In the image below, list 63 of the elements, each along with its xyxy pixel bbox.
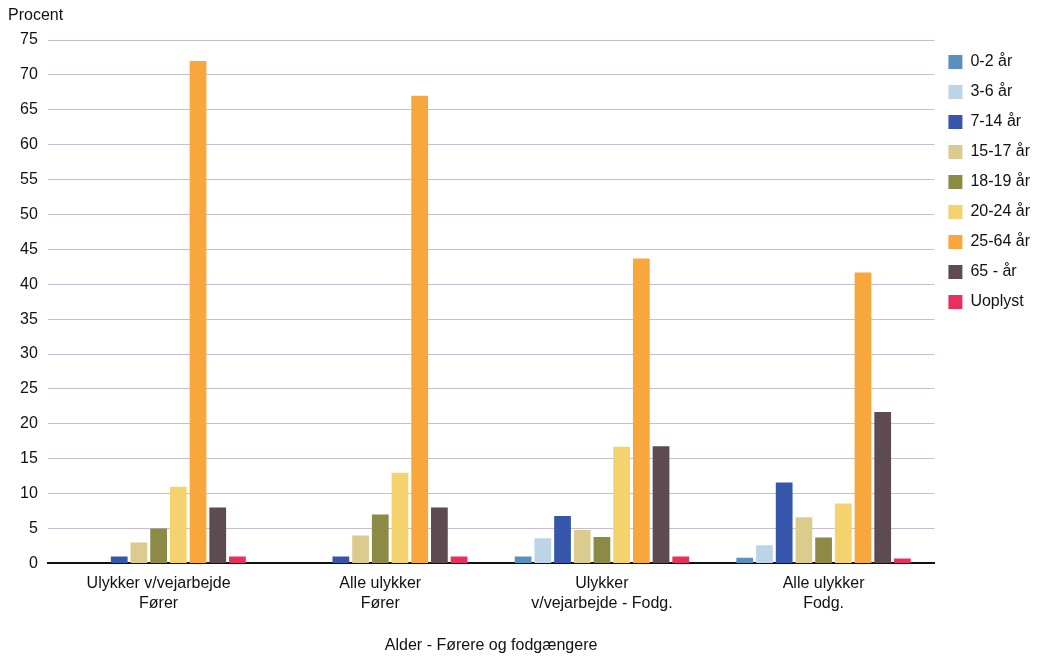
- bar: [371, 514, 389, 563]
- y-tick-label: 35: [20, 309, 38, 327]
- y-tick-label: 15: [20, 449, 38, 467]
- bar: [573, 529, 591, 563]
- legend-label: 20-24 år: [970, 202, 1031, 220]
- y-tick-label: 60: [20, 135, 38, 153]
- bar: [150, 528, 167, 563]
- y-tick-label: 0: [28, 553, 38, 571]
- y-tick-label: 5: [28, 518, 38, 536]
- y-tick-label: 65: [20, 100, 38, 118]
- bar: [110, 556, 128, 563]
- bar: [534, 538, 552, 563]
- y-tick-label: 20: [20, 414, 38, 432]
- bar: [613, 446, 630, 563]
- bar: [450, 556, 468, 563]
- bar: [391, 472, 409, 563]
- y-tick-label: 40: [20, 274, 38, 292]
- bar: [736, 557, 754, 563]
- bar: [332, 556, 350, 563]
- bar: [632, 258, 650, 563]
- legend-label: 65 - år: [970, 262, 1018, 280]
- bar: [815, 537, 832, 563]
- bar: [130, 542, 148, 563]
- bar: [431, 507, 448, 563]
- x-axis-title: Alder - Førere og fodgængere: [384, 635, 598, 653]
- bar: [209, 507, 227, 563]
- x-tick-label: Ulykker v/vejarbejde - Fodg.: [531, 574, 673, 611]
- x-tick-label: Alle ulykker Fodg.: [782, 574, 866, 611]
- legend-label: Uoplyst: [970, 292, 1025, 310]
- y-tick-label: 25: [20, 379, 38, 397]
- bar: [514, 556, 532, 563]
- bar: [672, 556, 690, 563]
- bar: [652, 446, 670, 563]
- bar: [756, 545, 773, 563]
- y-tick-label: 70: [20, 65, 38, 83]
- x-tick-label: Alle ulykker Fører: [339, 574, 422, 611]
- bar: [874, 411, 892, 563]
- bar: [169, 486, 187, 563]
- legend-label: 0-2 år: [970, 52, 1013, 70]
- bar: [411, 95, 429, 563]
- bar: [593, 536, 611, 563]
- legend-label: 25-64 år: [970, 232, 1031, 250]
- bar: [352, 535, 369, 563]
- legend-label: 7-14 år: [970, 112, 1022, 130]
- y-tick-label: 50: [20, 204, 38, 222]
- legend-label: 15-17 år: [970, 142, 1031, 160]
- bar: [229, 556, 246, 563]
- y-tick-label: 10: [20, 484, 38, 502]
- bar: [894, 558, 911, 563]
- y-tick-label: 55: [20, 169, 38, 187]
- bar: [775, 482, 793, 563]
- bar: [854, 272, 872, 563]
- y-tick-label: 75: [20, 30, 38, 48]
- y-tick-label: 45: [20, 239, 38, 257]
- y-tick-label: 30: [20, 344, 38, 362]
- bar: [189, 60, 207, 563]
- x-tick-label: Ulykker v/vejarbejde Fører: [86, 574, 231, 611]
- legend-label: 18-19 år: [970, 172, 1031, 190]
- bar: [554, 515, 571, 563]
- bar: [834, 503, 852, 563]
- y-axis-title: Procent: [8, 6, 64, 24]
- bar: [795, 517, 813, 563]
- legend-label: 3-6 år: [970, 82, 1013, 100]
